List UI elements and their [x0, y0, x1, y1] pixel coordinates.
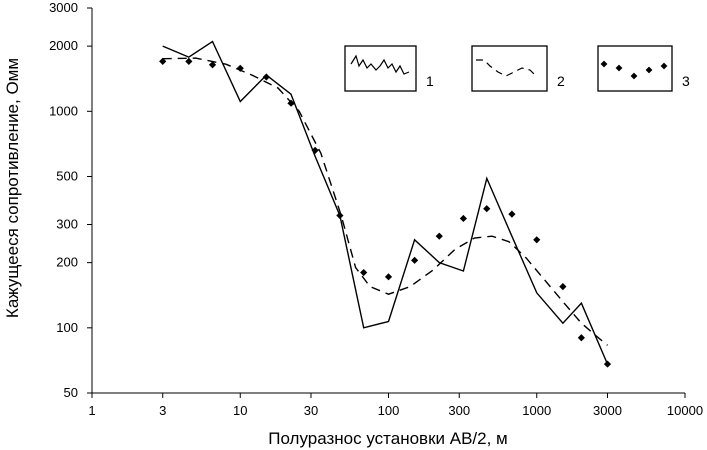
- x-tick-label: 300: [448, 403, 470, 418]
- x-tick-label: 10: [233, 403, 247, 418]
- series-layer: [159, 40, 612, 368]
- legend-swatch-box: [344, 45, 417, 92]
- y-tick-label: 300: [56, 217, 78, 232]
- data-point-marker: [603, 360, 612, 368]
- x-tick-label: 30: [304, 403, 318, 418]
- data-point-marker: [287, 99, 295, 107]
- y-tick-label: 100: [56, 320, 78, 335]
- legend-marker-sample: [615, 64, 623, 72]
- data-point-marker: [208, 61, 217, 69]
- data-point-marker: [459, 214, 467, 223]
- data-point-marker: [483, 205, 491, 213]
- legend-item-1: 1: [344, 45, 434, 92]
- data-point-marker: [360, 268, 368, 277]
- y-tick-label: 500: [56, 168, 78, 183]
- y-tick-label: 2000: [49, 38, 78, 53]
- legend-label: 1: [426, 73, 434, 89]
- series-1: [162, 40, 609, 365]
- y-tick-label: 3000: [49, 0, 78, 15]
- model-curve-line: [162, 57, 608, 346]
- x-tick-label: 1000: [522, 403, 551, 418]
- y-axis-title: Кажущееся сопротивление, Омм: [3, 58, 22, 318]
- x-tick-label: 10000: [667, 403, 703, 418]
- legend-marker-sample: [645, 66, 653, 74]
- y-tick-label: 50: [64, 385, 78, 400]
- legend-swatch-box: [471, 45, 548, 92]
- series-2: [162, 57, 608, 346]
- data-point-marker: [185, 57, 193, 66]
- data-point-marker: [159, 57, 167, 66]
- plot-area: 1 3 10 30 100 300 1000 3000 10000 50 100 200 300 500…: [49, 0, 703, 418]
- legend-label: 2: [557, 73, 565, 89]
- legend-item-2: 2: [471, 45, 565, 92]
- data-point-marker: [435, 232, 443, 240]
- data-point-marker: [236, 64, 244, 72]
- x-ticks: 1 3 10 30 100 300 1000 3000 10000: [88, 393, 703, 418]
- data-point-marker: [411, 256, 419, 264]
- x-axis-title: Полуразнос установки АВ/2, м: [268, 429, 508, 448]
- legend-solid-line-sample: [350, 54, 410, 75]
- data-point-marker: [384, 273, 393, 281]
- x-tick-label: 100: [378, 403, 400, 418]
- data-point-marker: [508, 210, 516, 218]
- observed-curve-line: [162, 40, 609, 365]
- x-tick-label: 1: [88, 403, 95, 418]
- y-tick-label: 1000: [49, 103, 78, 118]
- x-tick-label: 3: [159, 403, 166, 418]
- legend-marker-sample: [600, 60, 608, 68]
- y-tick-label: 200: [56, 255, 78, 270]
- data-point-marker: [262, 73, 270, 81]
- series-3: [159, 57, 612, 368]
- legend-marker-sample: [660, 62, 668, 70]
- data-point-marker: [336, 211, 344, 220]
- data-point-marker: [577, 334, 585, 342]
- data-point-marker: [533, 236, 541, 244]
- x-tick-label: 3000: [593, 403, 622, 418]
- data-point-marker: [311, 146, 319, 154]
- legend: 1 2 3: [344, 45, 690, 92]
- legend-item-3: 3: [597, 45, 690, 92]
- legend-label: 3: [682, 73, 690, 89]
- legend-marker-sample: [630, 72, 638, 80]
- legend-swatch-box: [597, 45, 673, 92]
- y-ticks: 50 100 200 300 500 1000 2000 3000: [49, 0, 92, 400]
- data-point-marker: [559, 283, 567, 291]
